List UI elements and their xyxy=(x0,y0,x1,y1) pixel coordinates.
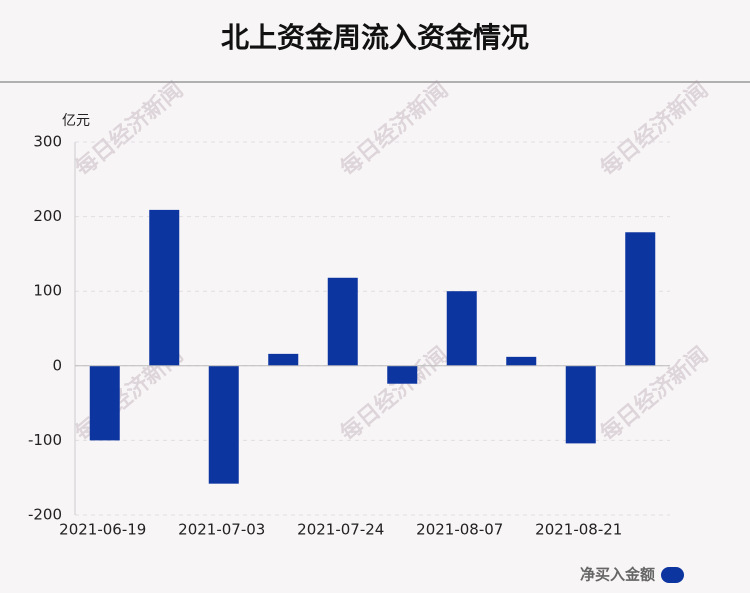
x-tick-label: 2021-08-07 xyxy=(416,521,503,539)
y-tick-label: 200 xyxy=(33,207,62,225)
bar xyxy=(387,365,418,384)
y-tick-label: -100 xyxy=(28,431,62,449)
bar xyxy=(268,353,299,366)
y-tick-label: -200 xyxy=(28,506,62,524)
bar xyxy=(327,277,358,366)
bar xyxy=(565,365,596,444)
bar xyxy=(89,365,120,441)
bar xyxy=(446,291,477,366)
y-tick-label: 100 xyxy=(33,282,62,300)
x-tick-label: 2021-07-03 xyxy=(178,521,265,539)
legend-label: 净买入金额 xyxy=(580,566,655,584)
bar xyxy=(625,232,656,366)
chart-title: 北上资金周流入资金情况 xyxy=(221,21,529,54)
x-tick-label: 2021-08-21 xyxy=(535,521,622,539)
y-unit: 亿元 xyxy=(62,113,90,129)
y-tick-label: 0 xyxy=(52,356,62,374)
y-tick-label: 300 xyxy=(33,133,62,151)
bar xyxy=(149,209,180,366)
legend-swatch xyxy=(661,567,684,583)
x-tick-label: 2021-07-24 xyxy=(297,521,384,539)
x-tick-label: 2021-06-19 xyxy=(59,521,146,539)
bar xyxy=(506,356,537,366)
bar xyxy=(208,365,239,484)
